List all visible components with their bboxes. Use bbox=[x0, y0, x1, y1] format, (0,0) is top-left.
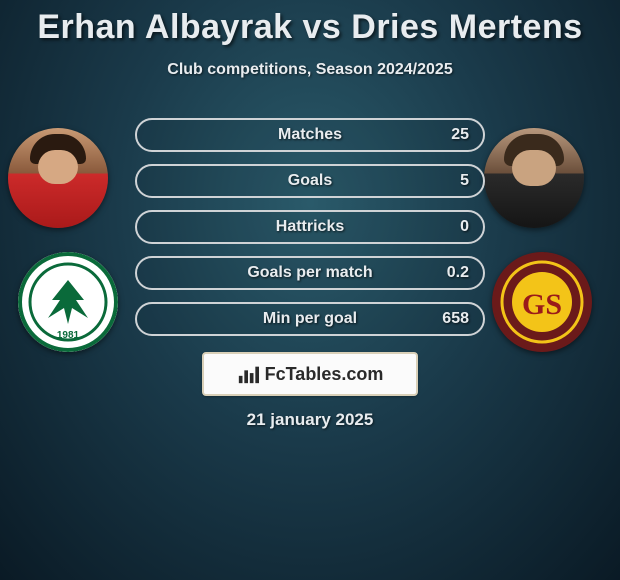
player2-club-badge: ★★★★ GS bbox=[492, 252, 592, 352]
stars-icon: ★★★★ bbox=[516, 252, 567, 254]
date-text: 21 january 2025 bbox=[0, 410, 620, 430]
brand-watermark: FcTables.com bbox=[202, 352, 418, 396]
player1-club-badge: 1981 bbox=[18, 252, 118, 352]
stats-list: Matches 25 Goals 5 Hattricks 0 Goals per… bbox=[135, 118, 485, 348]
stat-value-p2: 0 bbox=[460, 218, 469, 236]
svg-text:GS: GS bbox=[522, 288, 562, 321]
comparison-infographic: Erhan Albayrak vs Dries Mertens Club com… bbox=[0, 0, 620, 580]
player2-avatar bbox=[484, 128, 584, 228]
stat-row-goals-per-match: Goals per match 0.2 bbox=[135, 256, 485, 290]
player1-avatar bbox=[8, 128, 108, 228]
stat-label: Matches bbox=[278, 126, 342, 144]
player1-name: Erhan Albayrak bbox=[37, 8, 292, 46]
page-title: Erhan Albayrak vs Dries Mertens bbox=[0, 0, 620, 47]
stat-value-p2: 25 bbox=[451, 126, 469, 144]
stat-row-min-per-goal: Min per goal 658 bbox=[135, 302, 485, 336]
stat-label: Goals bbox=[288, 172, 332, 190]
stat-value-p2: 658 bbox=[442, 310, 469, 328]
subtitle: Club competitions, Season 2024/2025 bbox=[0, 61, 620, 79]
svg-text:1981: 1981 bbox=[57, 330, 80, 341]
stat-row-hattricks: Hattricks 0 bbox=[135, 210, 485, 244]
brand-text: FcTables.com bbox=[265, 364, 384, 385]
vs-separator: vs bbox=[302, 8, 341, 46]
bar-chart-icon bbox=[237, 363, 259, 385]
stat-row-matches: Matches 25 bbox=[135, 118, 485, 152]
stat-label: Goals per match bbox=[247, 264, 372, 282]
galatasaray-logo-icon: GS bbox=[492, 252, 592, 352]
stat-row-goals: Goals 5 bbox=[135, 164, 485, 198]
stat-value-p2: 5 bbox=[460, 172, 469, 190]
player2-name: Dries Mertens bbox=[351, 8, 582, 46]
stat-value-p2: 0.2 bbox=[447, 264, 469, 282]
stat-label: Min per goal bbox=[263, 310, 357, 328]
stat-label: Hattricks bbox=[276, 218, 344, 236]
konyaspor-logo-icon: 1981 bbox=[18, 252, 118, 352]
